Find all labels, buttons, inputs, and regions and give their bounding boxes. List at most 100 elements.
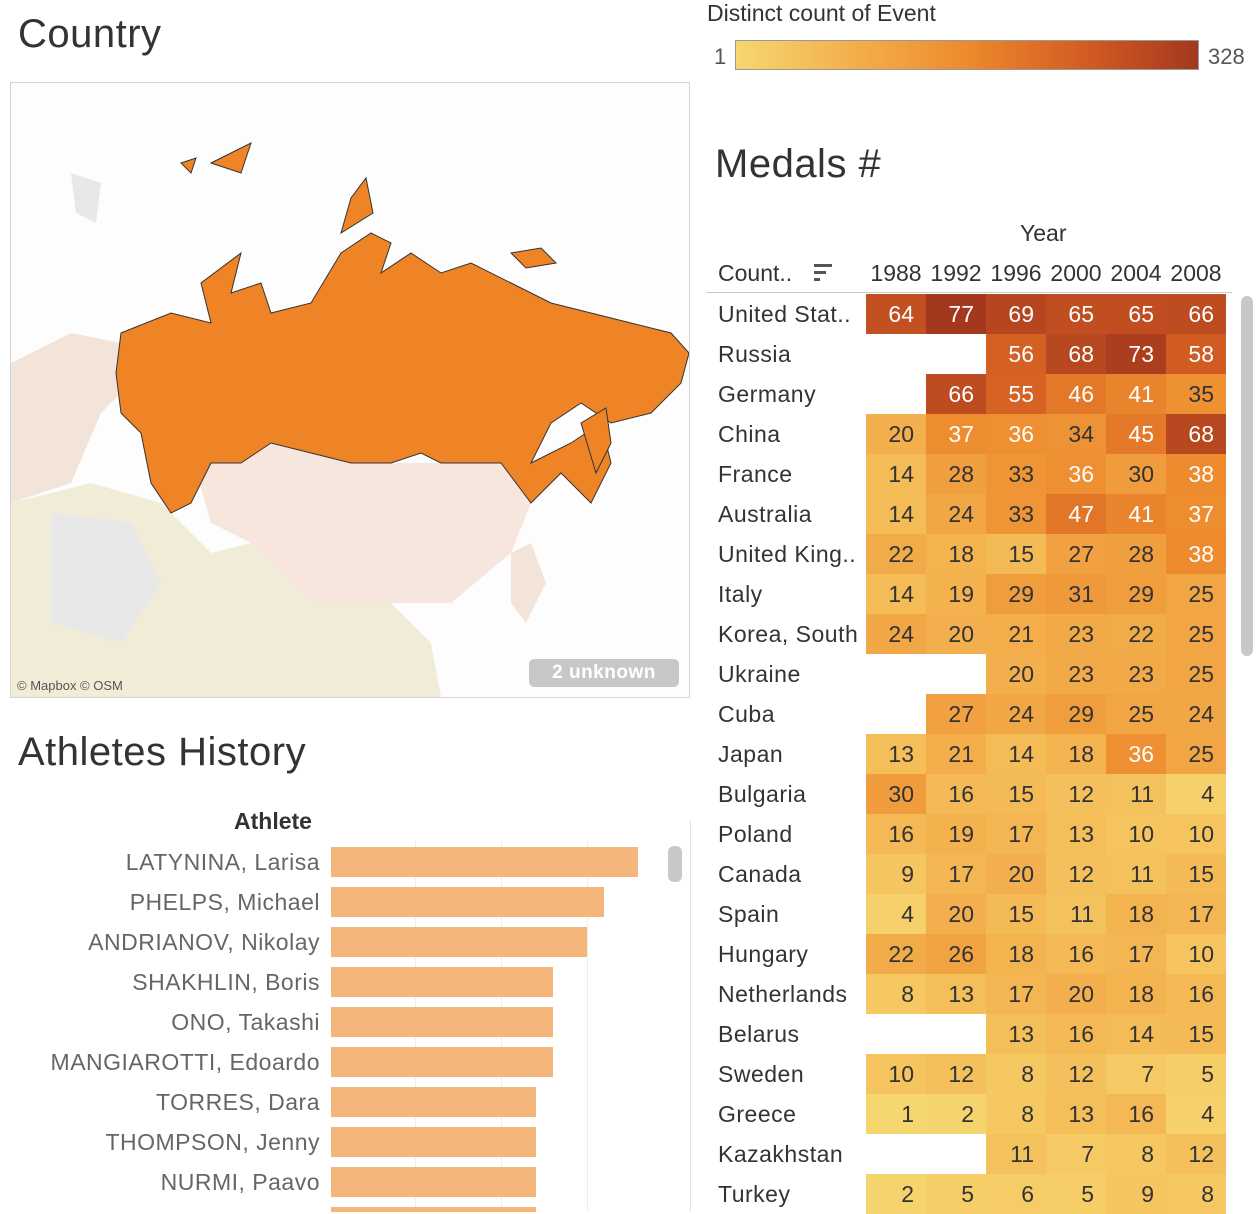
heatmap-cell[interactable]: 5: [926, 1174, 986, 1214]
heatmap-cell[interactable]: 19: [926, 574, 986, 614]
map-canvas[interactable]: [11, 83, 689, 697]
heatmap-cell[interactable]: 1: [866, 1094, 926, 1134]
heatmap-cell[interactable]: 16: [1046, 1014, 1106, 1054]
heatmap-cell[interactable]: 20: [986, 654, 1046, 694]
heatmap-cell[interactable]: 21: [986, 614, 1046, 654]
country-row-label[interactable]: Poland: [718, 821, 793, 847]
heatmap-cell[interactable]: 24: [1166, 694, 1226, 734]
heatmap-cell[interactable]: 11: [986, 1134, 1046, 1174]
heatmap-cell[interactable]: 38: [1166, 534, 1226, 574]
heatmap-cell[interactable]: 27: [926, 694, 986, 734]
heatmap-cell[interactable]: 4: [866, 894, 926, 934]
heatmap-cell[interactable]: 55: [986, 374, 1046, 414]
athlete-bar[interactable]: [331, 847, 638, 877]
heatmap-cell[interactable]: 66: [926, 374, 986, 414]
heatmap-cell[interactable]: 65: [1046, 294, 1106, 334]
heatmap-cell[interactable]: 29: [1106, 574, 1166, 614]
country-row-label[interactable]: Spain: [718, 901, 780, 927]
new-siberian-region[interactable]: [509, 247, 558, 269]
heatmap-cell[interactable]: 29: [986, 574, 1046, 614]
athlete-bar[interactable]: [331, 887, 604, 917]
heatmap-cell[interactable]: 69: [986, 294, 1046, 334]
heatmap-cell[interactable]: 25: [1166, 614, 1226, 654]
athlete-bar[interactable]: [331, 1047, 553, 1077]
heatmap-cell[interactable]: 16: [1166, 974, 1226, 1014]
heatmap-cell[interactable]: 16: [1046, 934, 1106, 974]
heatmap-cell[interactable]: 8: [866, 974, 926, 1014]
heatmap-cell[interactable]: 68: [1166, 414, 1226, 454]
heatmap-cell[interactable]: 5: [1166, 1054, 1226, 1094]
heatmap-cell[interactable]: 33: [986, 454, 1046, 494]
heatmap-cell[interactable]: 64: [866, 294, 926, 334]
heatmap-cell[interactable]: 9: [866, 854, 926, 894]
heatmap-cell[interactable]: 18: [1106, 974, 1166, 1014]
heatmap-cell[interactable]: 41: [1106, 374, 1166, 414]
country-row-label[interactable]: Ukraine: [718, 661, 801, 687]
year-header-1992[interactable]: 1992: [930, 260, 982, 286]
heatmap-cell[interactable]: 12: [926, 1054, 986, 1094]
heatmap-cell[interactable]: 25: [1166, 574, 1226, 614]
country-row-label[interactable]: Bulgaria: [718, 781, 807, 807]
year-header-2008[interactable]: 2008: [1170, 260, 1222, 286]
country-row-label[interactable]: Germany: [718, 381, 817, 407]
country-row-label[interactable]: Sweden: [718, 1061, 805, 1087]
heatmap-cell[interactable]: 2: [866, 1174, 926, 1214]
country-row-label[interactable]: China: [718, 421, 781, 447]
heatmap-cell[interactable]: 27: [1046, 534, 1106, 574]
athlete-column-header[interactable]: Athlete: [234, 808, 312, 834]
heatmap-cell[interactable]: 17: [926, 854, 986, 894]
heatmap-cell[interactable]: 36: [1046, 454, 1106, 494]
heatmap-cell[interactable]: 14: [1106, 1014, 1166, 1054]
heatmap-cell[interactable]: 14: [866, 454, 926, 494]
unknown-badge[interactable]: 2 unknown: [529, 659, 679, 687]
heatmap-cell[interactable]: 56: [986, 334, 1046, 374]
heatmap-cell[interactable]: 12: [1166, 1134, 1226, 1174]
heatmap-cell[interactable]: 13: [1046, 814, 1106, 854]
heatmap-cell[interactable]: 8: [986, 1054, 1046, 1094]
heatmap-cell[interactable]: 77: [926, 294, 986, 334]
athlete-name[interactable]: LATYNINA, Larisa: [125, 849, 320, 875]
country-row-label[interactable]: Kazakhstan: [718, 1141, 844, 1167]
athlete-bar[interactable]: [331, 1007, 553, 1037]
heatmap-cell[interactable]: 20: [986, 854, 1046, 894]
country-row-label[interactable]: Australia: [718, 501, 812, 527]
heatmap-cell[interactable]: 22: [866, 934, 926, 974]
year-column-header[interactable]: Year: [1020, 220, 1067, 246]
year-header-1996[interactable]: 1996: [990, 260, 1042, 286]
heatmap-cell[interactable]: 17: [1106, 934, 1166, 974]
country-row-label[interactable]: Turkey: [718, 1181, 791, 1207]
heatmap-cell[interactable]: 7: [1106, 1054, 1166, 1094]
athlete-name[interactable]: SHAKHLIN, Boris: [132, 969, 320, 995]
heatmap-cell[interactable]: 16: [866, 814, 926, 854]
heatmap-cell[interactable]: 18: [986, 934, 1046, 974]
heatmap-cell[interactable]: 31: [1046, 574, 1106, 614]
heatmap-cell[interactable]: 30: [866, 774, 926, 814]
heatmap-cell[interactable]: 20: [1046, 974, 1106, 1014]
heatmap-cell[interactable]: 12: [1046, 1054, 1106, 1094]
heatmap-cell[interactable]: 28: [926, 454, 986, 494]
athlete-bar[interactable]: [331, 967, 553, 997]
athlete-bar[interactable]: [331, 927, 587, 957]
heatmap-cell[interactable]: 13: [986, 1014, 1046, 1054]
country-row-label[interactable]: Greece: [718, 1101, 797, 1127]
heatmap-cell[interactable]: 30: [1106, 454, 1166, 494]
country-row-label[interactable]: Netherlands: [718, 981, 848, 1007]
athlete-name[interactable]: PHELPS, Michael: [129, 889, 320, 915]
athletes-scrollbar-thumb[interactable]: [668, 846, 682, 882]
heatmap-cell[interactable]: 33: [986, 494, 1046, 534]
heatmap-cell[interactable]: 25: [1166, 734, 1226, 774]
athlete-bar[interactable]: [331, 1087, 536, 1117]
athlete-bar[interactable]: [331, 1207, 536, 1212]
heatmap-cell[interactable]: 17: [1166, 894, 1226, 934]
heatmap-cell[interactable]: 16: [1106, 1094, 1166, 1134]
country-row-label[interactable]: United Stat..: [718, 301, 852, 327]
heatmap-cell[interactable]: 18: [926, 534, 986, 574]
heatmap-cell[interactable]: 4: [1166, 774, 1226, 814]
heatmap-cell[interactable]: 21: [926, 734, 986, 774]
heatmap-cell[interactable]: 73: [1106, 334, 1166, 374]
country-row-label[interactable]: United King..: [718, 541, 857, 567]
country-map[interactable]: © Mapbox © OSM 2 unknown: [10, 82, 690, 698]
heatmap-cell[interactable]: 15: [986, 774, 1046, 814]
heatmap-cell[interactable]: 15: [1166, 854, 1226, 894]
country-row-label[interactable]: Belarus: [718, 1021, 800, 1047]
